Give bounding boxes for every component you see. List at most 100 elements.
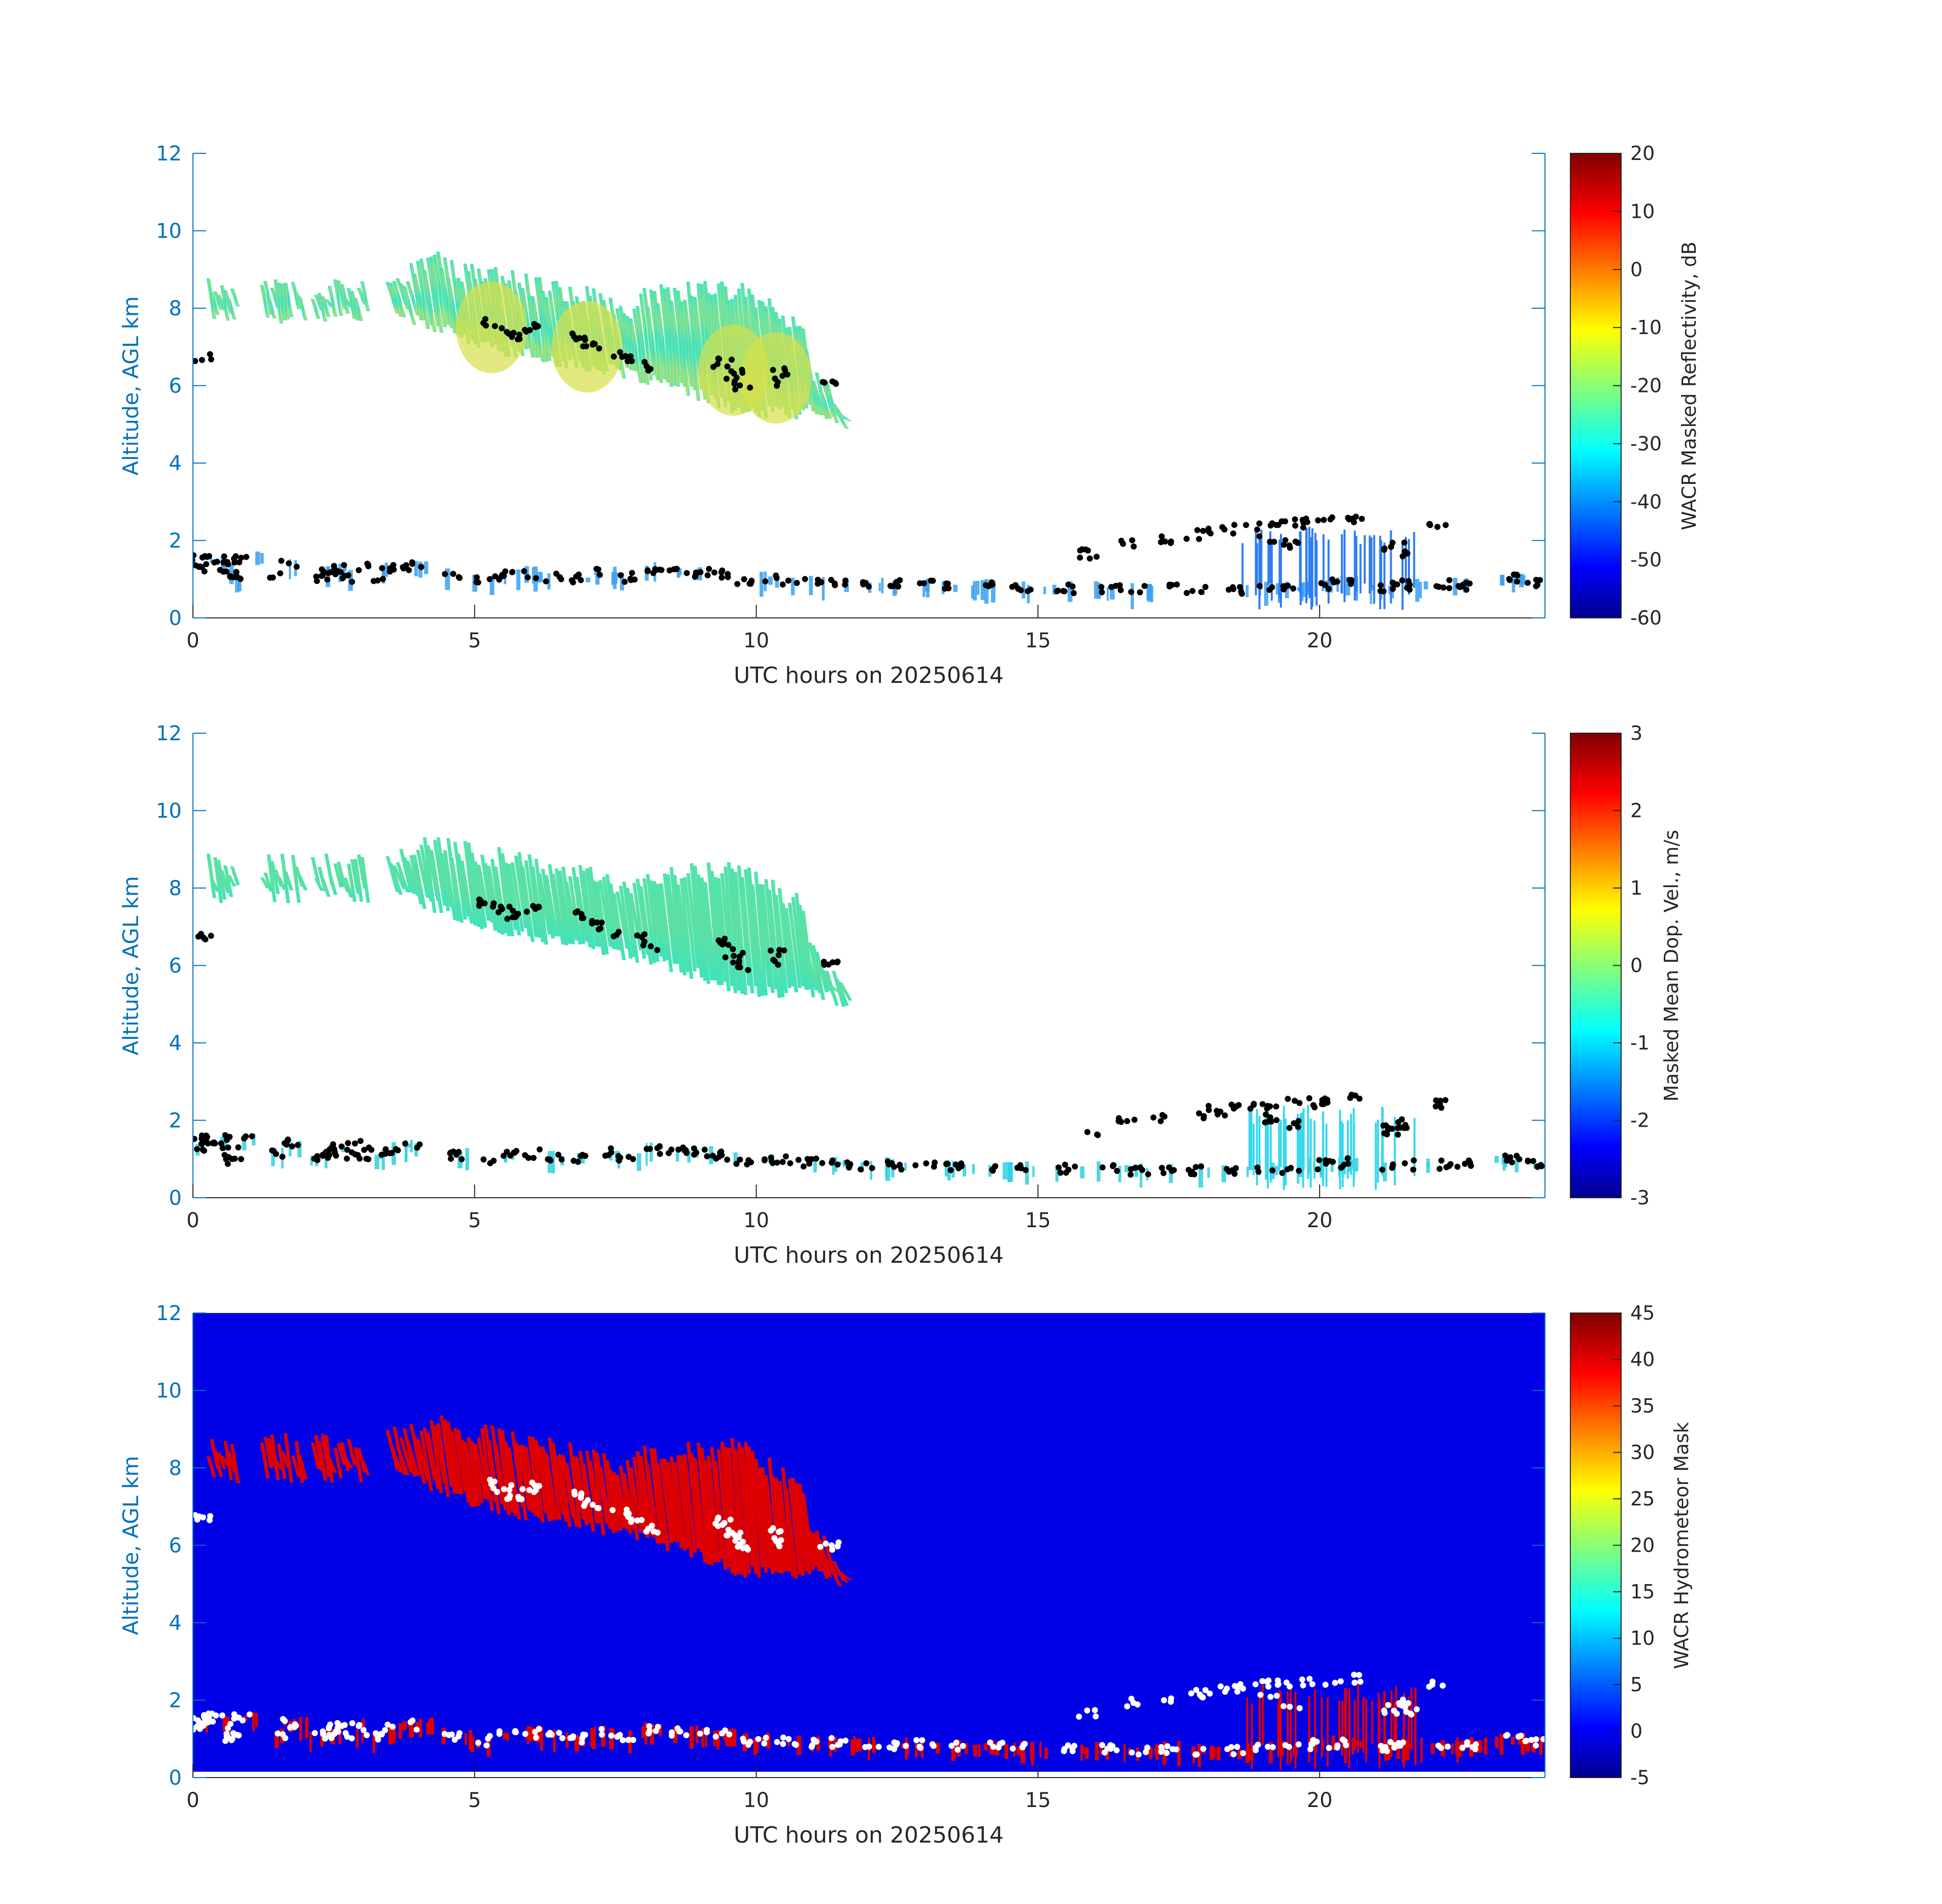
lidar-dot	[802, 576, 808, 582]
lidar-dot	[193, 1715, 197, 1721]
lidar-dot	[512, 1729, 519, 1735]
fall-streak	[1414, 1687, 1417, 1766]
cloud-column	[602, 1453, 616, 1533]
lidar-dot	[1200, 1746, 1207, 1752]
precip-streak	[288, 559, 291, 579]
cloud-column	[360, 281, 370, 312]
x-axis-label: UTC hours on 20250614	[734, 1822, 1004, 1848]
precip-streak	[1515, 1156, 1519, 1173]
lidar-dot	[1509, 1159, 1516, 1166]
lidar-dot	[1337, 1678, 1344, 1685]
precip-streak	[1100, 1745, 1103, 1755]
lidar-dot	[1343, 1742, 1349, 1749]
precip-streak	[470, 1736, 475, 1752]
fall-streak	[1279, 1691, 1282, 1770]
precip-streak	[951, 1743, 956, 1761]
lidar-dot	[532, 1482, 538, 1489]
lidar-dot	[193, 358, 199, 365]
lidar-dot	[210, 1718, 216, 1725]
fall-streak	[1290, 1688, 1292, 1763]
fall-streak	[1250, 1703, 1253, 1769]
lidar-dot	[1027, 586, 1034, 593]
lidar-dot	[516, 336, 523, 342]
lidar-dot	[476, 902, 482, 909]
cloud-column	[710, 871, 724, 986]
cloud-column	[436, 1423, 450, 1497]
precip-streak	[953, 584, 958, 592]
colorbar-tick-label: 15	[1630, 1581, 1655, 1603]
cloud-column	[270, 861, 280, 894]
precip-streak	[732, 1728, 737, 1747]
precip-streak	[705, 1728, 708, 1747]
precip-streak	[343, 565, 345, 576]
precip-streak	[532, 567, 535, 584]
cloud-column	[327, 286, 338, 317]
lidar-dot	[1466, 580, 1473, 587]
precip-streak	[224, 1716, 230, 1728]
lidar-dot	[1017, 587, 1024, 594]
lidar-dot	[1309, 1681, 1315, 1688]
fall-streak	[1413, 1118, 1416, 1176]
y-tick-label: 12	[156, 1302, 182, 1325]
lidar-dot	[1446, 585, 1453, 592]
cloud-column	[598, 1467, 612, 1529]
lidar-dot	[236, 559, 243, 566]
cloud-column	[557, 1454, 572, 1527]
lidar-dot	[1055, 587, 1061, 594]
lidar-dot	[1440, 584, 1447, 591]
lidar-dot	[1296, 1100, 1303, 1106]
cloud-column	[463, 841, 477, 926]
precip-streak	[274, 1732, 279, 1749]
cloud-column	[433, 840, 447, 906]
precip-streak	[1106, 587, 1109, 601]
cloud-column	[578, 865, 592, 947]
lidar-dot	[521, 568, 528, 574]
lidar-dot	[217, 567, 223, 573]
lidar-dot	[1145, 1171, 1151, 1177]
precip-streak	[1209, 1746, 1215, 1760]
cloud-column	[568, 1442, 582, 1528]
fall-streak	[1241, 543, 1244, 595]
lidar-dot	[697, 1730, 703, 1737]
cloud-column	[277, 876, 287, 890]
lidar-dot	[673, 566, 680, 572]
lidar-dot	[817, 1544, 824, 1550]
cloud-column	[223, 865, 234, 897]
fall-streak	[1381, 1108, 1384, 1176]
precip-streak	[787, 1738, 790, 1747]
lidar-dot	[273, 1151, 279, 1157]
lidar-dot	[201, 934, 207, 941]
lidar-dot	[530, 903, 537, 909]
cloud-column	[669, 867, 683, 973]
axes: 0 2 4 6 8 10 12 0 5 10 15 20	[156, 1302, 1545, 1812]
lidar-dot	[928, 577, 934, 584]
lidar-dot	[958, 1163, 965, 1169]
lidar-dot	[1104, 1745, 1111, 1752]
lidar-dot	[1534, 582, 1541, 588]
lidar-dot	[819, 1160, 826, 1166]
precip-streak	[1094, 581, 1099, 599]
fall-streak	[1307, 1105, 1309, 1179]
fall-streak	[1269, 1123, 1272, 1183]
lidar-dot	[345, 1140, 351, 1146]
lidar-dot	[475, 1739, 481, 1746]
cloud-column	[449, 857, 464, 923]
cloud-column	[517, 1445, 532, 1511]
precip-streak	[305, 1717, 309, 1738]
lidar-dot	[1513, 578, 1520, 585]
cloud-column	[220, 870, 230, 894]
lidar-dot	[545, 1731, 552, 1738]
lidar-dot	[814, 576, 821, 583]
lidar-dot	[837, 1738, 844, 1745]
lidar-dot	[1084, 1129, 1091, 1135]
cloud-column	[750, 1451, 765, 1567]
lidar-dot	[212, 1140, 218, 1146]
lidar-dot	[482, 322, 489, 329]
lidar-dot	[338, 1143, 345, 1150]
cloud-column	[818, 388, 832, 419]
lidar-dot	[634, 932, 640, 939]
cloud-column	[396, 1446, 410, 1475]
lidar-dot	[891, 1745, 898, 1752]
lidar-dot	[1285, 1096, 1291, 1102]
